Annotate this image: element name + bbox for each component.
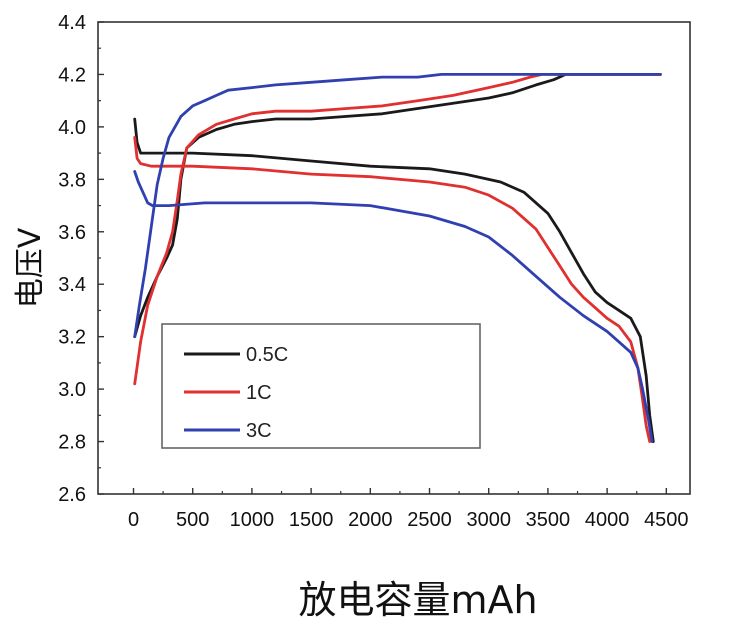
x-tick-label: 3500 [526,509,571,531]
x-tick-label: 3000 [466,509,511,531]
x-tick-label: 2000 [348,509,393,531]
legend-box [161,323,481,449]
series-line-1c-discharge [133,136,652,443]
series-line-3c-discharge [133,170,654,443]
legend-label: 1C [246,382,272,404]
x-tick-label: 1000 [230,509,275,531]
series-line-05c-charge [133,73,662,339]
x-tick-label: 4000 [585,509,630,531]
x-tick-label: 0 [128,509,139,531]
y-tick-label: 4.0 [58,117,86,139]
x-axis-title: 放电容量mAh [298,578,537,622]
legend-label: 3C [246,420,272,442]
y-axis-title: 电压V [13,227,48,308]
y-tick-label: 3.0 [58,379,86,401]
x-tick-label: 4500 [644,509,689,531]
series-line-3c-charge [133,73,662,339]
x-tick-label: 2500 [407,509,452,531]
x-tick-label: 500 [176,509,209,531]
y-tick-label: 3.2 [58,327,86,349]
y-tick-label: 3.8 [58,169,86,191]
y-tick-label: 3.6 [58,222,86,244]
legend-label: 0.5C [246,344,288,366]
y-tick-label: 2.6 [58,484,86,506]
series-line-1c-charge [133,73,662,386]
legend: 0.5C 1C 3C [161,323,481,449]
y-tick-label: 4.4 [58,12,86,34]
y-tick-label: 4.2 [58,64,86,86]
x-tick-label: 1500 [289,509,334,531]
y-tick-label: 3.4 [58,274,86,296]
series-layer [133,73,662,443]
y-tick-label: 2.8 [58,432,86,454]
axes: 0 500 1000 1500 2000 2500 3000 3500 4000 4500 2.6 2… [58,12,688,531]
